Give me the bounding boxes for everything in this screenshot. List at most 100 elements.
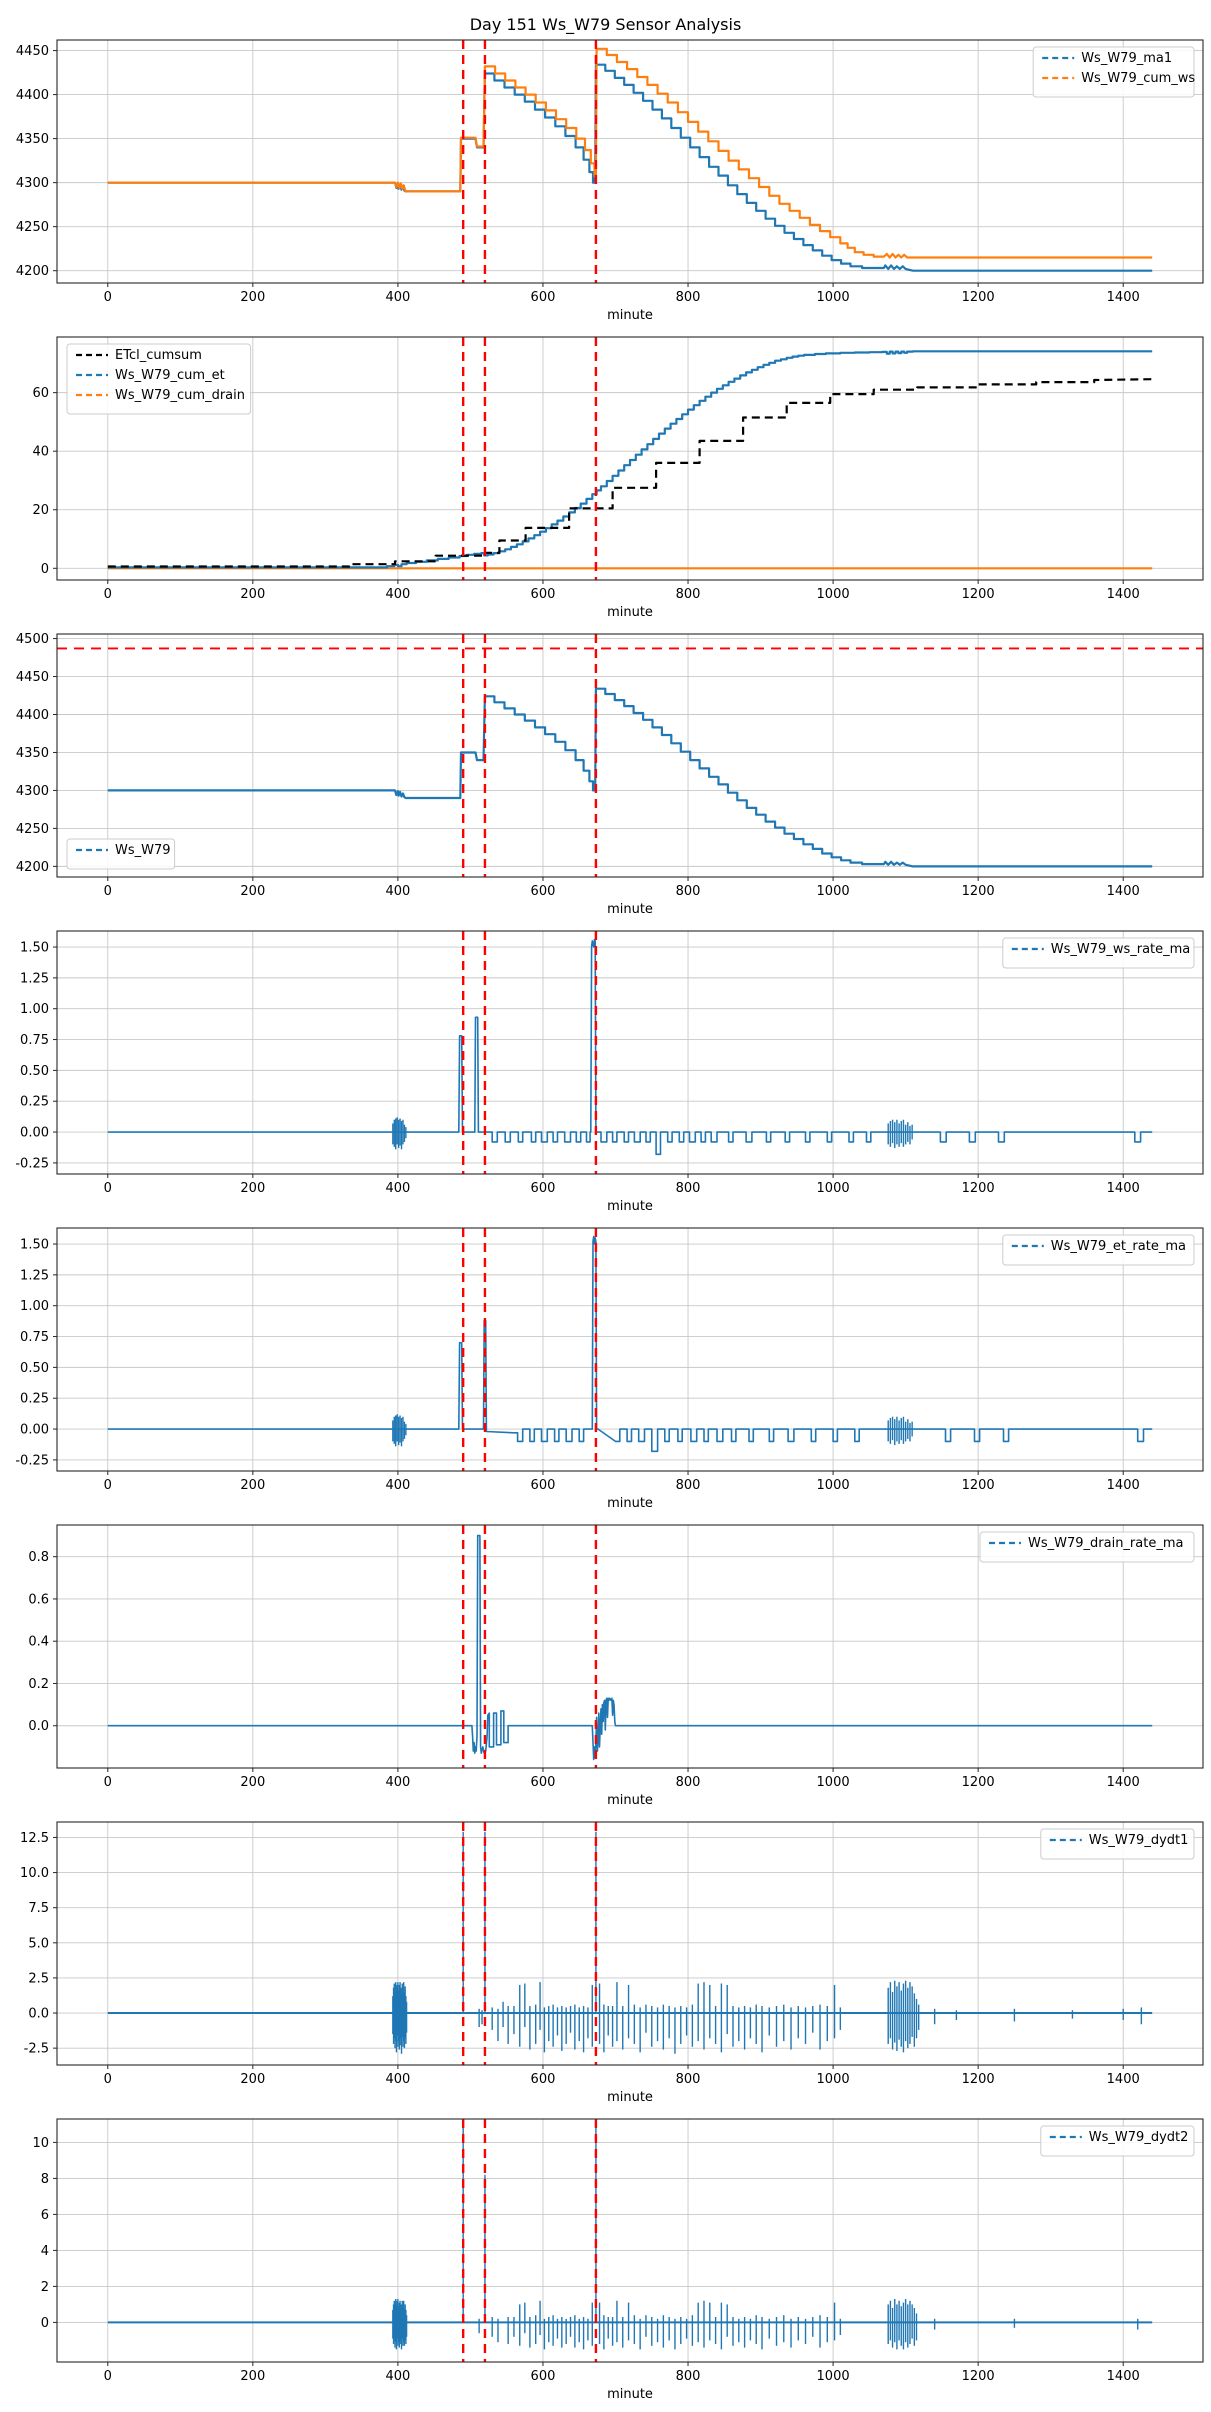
svg-text:4250: 4250 — [16, 220, 49, 235]
chart-2-x-axis: 0 200 400 600 800 1000 1200 1400 — [104, 580, 1140, 602]
svg-text:800: 800 — [676, 2369, 701, 2384]
svg-text:0: 0 — [41, 2316, 49, 2331]
legend-label-Ws_W79_ma1: Ws_W79_ma1 — [1081, 51, 1172, 66]
svg-text:1200: 1200 — [962, 2369, 995, 2384]
chart-7-legend: Ws_W79_dydt1 — [1040, 1828, 1195, 1860]
chart-1-xlabel: minute — [607, 308, 653, 323]
svg-text:4350: 4350 — [16, 132, 49, 147]
figure-title: Day 151 Ws_W79 Sensor Analysis — [469, 15, 742, 34]
svg-text:20: 20 — [32, 503, 49, 518]
svg-text:0.4: 0.4 — [28, 1635, 49, 1650]
svg-text:-0.25: -0.25 — [15, 1156, 49, 1171]
svg-text:0: 0 — [104, 587, 112, 602]
svg-text:1200: 1200 — [962, 884, 995, 899]
plot-border — [56, 2118, 1204, 2363]
svg-text:1200: 1200 — [962, 2072, 995, 2087]
legend-label-Ws_W79_cum_drain: Ws_W79_cum_drain — [115, 388, 245, 403]
svg-text:800: 800 — [676, 290, 701, 305]
svg-text:4200: 4200 — [16, 860, 49, 875]
chart-1-series-Ws_W79_cum_ws — [107, 47, 1153, 259]
chart-4-xlabel: minute — [607, 1199, 653, 1214]
chart-1-event-vlines — [461, 40, 598, 283]
legend-label-ETcl_cumsum: ETcl_cumsum — [115, 348, 202, 363]
chart-2-series-ETcl_cumsum — [107, 378, 1153, 568]
svg-text:1400: 1400 — [1107, 2072, 1140, 2087]
svg-text:4250: 4250 — [16, 822, 49, 837]
chart-4-series-Ws_W79_ws_rate_ma — [107, 938, 1153, 1156]
svg-text:800: 800 — [676, 1775, 701, 1790]
chart-5-y-axis: -0.25 0.00 0.25 0.50 0.75 1.00 1.25 1.50 — [15, 1238, 57, 1468]
legend-label-Ws_W79_cum_et: Ws_W79_cum_et — [115, 368, 225, 383]
chart-6-x-axis: 0 200 400 600 800 1000 1200 1400 — [104, 1768, 1140, 1790]
svg-text:1400: 1400 — [1107, 1181, 1140, 1196]
svg-text:1.00: 1.00 — [20, 1002, 49, 1017]
svg-text:0.2: 0.2 — [28, 1677, 49, 1692]
svg-text:400: 400 — [385, 587, 410, 602]
svg-text:0.0: 0.0 — [28, 2007, 49, 2022]
chart-8-grid — [57, 2119, 1203, 2362]
svg-text:0: 0 — [104, 1775, 112, 1790]
legend-label-Ws_W79_ws_rate_ma: Ws_W79_ws_rate_ma — [1051, 942, 1190, 957]
chart-5-xlabel: minute — [607, 1496, 653, 1511]
legend-label-Ws_W79_dydt1: Ws_W79_dydt1 — [1089, 1833, 1189, 1848]
chart-7-series-Ws_W79_dydt1 — [107, 1831, 1153, 2054]
svg-text:0.0: 0.0 — [28, 1719, 49, 1734]
svg-text:4450: 4450 — [16, 670, 49, 685]
chart-3-grid — [57, 634, 1203, 877]
plot-border — [56, 930, 1204, 1175]
chart-5-series-Ws_W79_et_rate_ma — [107, 1235, 1153, 1453]
chart-3-canvas: 0 200 400 600 800 1000 1200 1400minute420042504… — [16, 632, 1204, 917]
chart-1-x-axis: 0 200 400 600 800 1000 1200 1400 — [104, 283, 1140, 305]
chart-1-grid — [57, 40, 1203, 283]
chart-5-et-rate: 0 200 400 600 800 1000 1200 1400 minute -0.25 0.00… — [0, 1224, 1211, 1521]
svg-text:400: 400 — [385, 884, 410, 899]
svg-text:200: 200 — [240, 1775, 265, 1790]
chart-7-canvas: 0 200 400 600 800 1000 1200 1400 minute -2.5 0.0 2.… — [20, 1821, 1204, 2105]
plot-border — [56, 1524, 1204, 1769]
svg-text:400: 400 — [385, 2369, 410, 2384]
svg-text:0.25: 0.25 — [20, 1095, 49, 1110]
svg-text:1200: 1200 — [962, 1478, 995, 1493]
svg-text:400: 400 — [385, 2072, 410, 2087]
svg-text:0.00: 0.00 — [20, 1126, 49, 1141]
chart-6-event-vlines — [461, 1525, 598, 1768]
legend-label-Ws_W79: Ws_W79 — [115, 843, 171, 858]
chart-7-x-axis: 0 200 400 600 800 1000 1200 1400 — [104, 2065, 1140, 2087]
svg-text:4350: 4350 — [16, 746, 49, 761]
svg-text:1000: 1000 — [817, 290, 850, 305]
svg-text:1.50: 1.50 — [20, 1238, 49, 1253]
plot-border — [56, 39, 1204, 284]
chart-1-canvas: 0 200 400 600 800 1000 1200 1400minute420042504… — [16, 39, 1204, 323]
chart-7-y-axis: -2.5 0.0 2.5 5.0 7.5 10.0 12.5 — [20, 1831, 57, 2057]
svg-text:-0.25: -0.25 — [15, 1453, 49, 1468]
chart-3-y-axis: 4200 4250 4300 4350 4400 4450 4500 — [16, 632, 57, 875]
chart-8-event-vlines — [461, 2119, 598, 2362]
svg-text:1000: 1000 — [817, 587, 850, 602]
svg-text:1000: 1000 — [817, 1478, 850, 1493]
svg-text:200: 200 — [240, 587, 265, 602]
svg-text:4400: 4400 — [16, 708, 49, 723]
chart-8-y-axis: 0 2 4 6 8 10 — [32, 2136, 57, 2331]
chart-4-legend: Ws_W79_ws_rate_ma — [1002, 937, 1195, 969]
svg-text:200: 200 — [240, 2072, 265, 2087]
legend-label-Ws_W79_drain_rate_ma: Ws_W79_drain_rate_ma — [1028, 1536, 1183, 1551]
svg-text:1000: 1000 — [817, 2369, 850, 2384]
chart-8-xlabel: minute — [607, 2387, 653, 2402]
chart-5-canvas: 0 200 400 600 800 1000 1200 1400 minute -0.25 0.00… — [15, 1227, 1204, 1511]
chart-3-legend: Ws_W79 — [66, 838, 176, 870]
svg-text:0: 0 — [104, 2369, 112, 2384]
svg-text:800: 800 — [676, 587, 701, 602]
svg-text:1200: 1200 — [962, 1775, 995, 1790]
svg-text:0.00: 0.00 — [20, 1423, 49, 1438]
chart-8-legend: Ws_W79_dydt2 — [1040, 2125, 1195, 2157]
svg-text:400: 400 — [385, 1181, 410, 1196]
chart-3-xlabel: minute — [607, 902, 653, 917]
chart-3-x-axis: 0 200 400 600 800 1000 1200 1400 — [104, 877, 1140, 899]
svg-text:200: 200 — [240, 884, 265, 899]
svg-text:4500: 4500 — [16, 632, 49, 647]
chart-1-ma1-and-cum-ws: 0 200 400 600 800 1000 1200 1400 minute 4200 4250 4… — [0, 36, 1211, 333]
svg-text:200: 200 — [240, 1181, 265, 1196]
plot-border — [56, 1227, 1204, 1472]
svg-text:0: 0 — [104, 884, 112, 899]
chart-7-xlabel: minute — [607, 2090, 653, 2105]
